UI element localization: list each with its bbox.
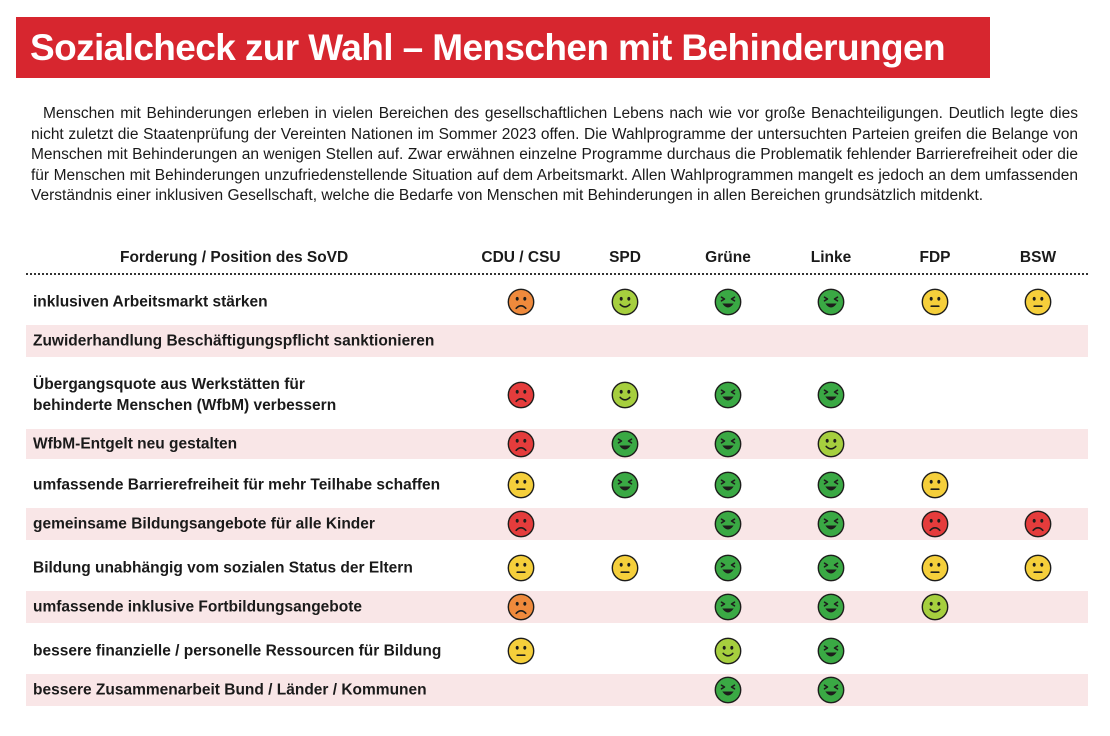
green-laugh-face-icon	[714, 471, 742, 499]
green-laugh-face-icon	[817, 288, 845, 316]
red-sad-face-icon	[507, 430, 535, 458]
green-laugh-face-icon	[817, 676, 845, 704]
green-laugh-face-icon	[611, 471, 639, 499]
orange-sad-face-icon	[507, 288, 535, 316]
yellow-neutral-face-icon	[507, 471, 535, 499]
demand-label-line: Zuwiderhandlung Beschäftigungspflicht sa…	[33, 332, 435, 350]
header-divider	[26, 273, 1088, 275]
title-bar: Sozialcheck zur Wahl – Menschen mit Behi…	[16, 17, 990, 78]
yellow-neutral-face-icon	[507, 554, 535, 582]
yellow-neutral-face-icon	[1024, 554, 1052, 582]
demand-label-line: Bildung unabhängig vom sozialen Status d…	[33, 559, 413, 577]
demand-label: WfbM-Entgelt neu gestalten	[33, 434, 237, 455]
page-title: Sozialcheck zur Wahl – Menschen mit Behi…	[30, 27, 946, 68]
table-row: umfassende Barrierefreiheit für mehr Tei…	[26, 466, 1088, 504]
intro-paragraph: Menschen mit Behinderungen erleben in vi…	[31, 105, 1078, 205]
table-row: Bildung unabhängig vom sozialen Status d…	[26, 549, 1088, 587]
demand-label-line: WfbM-Entgelt neu gestalten	[33, 435, 238, 453]
demand-label: bessere Zusammenarbeit Bund / Länder / K…	[33, 680, 427, 701]
red-sad-face-icon	[507, 381, 535, 409]
demand-label-line: behinderte Menschen (WfbM) verbessern	[33, 396, 337, 414]
lightgreen-smile-face-icon	[611, 381, 639, 409]
orange-sad-face-icon	[507, 593, 535, 621]
demand-label: gemeinsame Bildungsangebote für alle Kin…	[33, 514, 375, 535]
column-header-party: FDP	[919, 249, 951, 266]
green-laugh-face-icon	[714, 554, 742, 582]
yellow-neutral-face-icon	[921, 554, 949, 582]
column-header-party: CDU / CSU	[481, 249, 561, 266]
yellow-neutral-face-icon	[507, 637, 535, 665]
column-header-demand: Forderung / Position des SoVD	[120, 249, 349, 266]
demand-label-line: gemeinsame Bildungsangebote für alle Kin…	[33, 515, 375, 533]
green-laugh-face-icon	[714, 510, 742, 538]
table-row: Übergangsquote aus Werkstätten für behind…	[26, 366, 1088, 423]
demand-label: inklusiven Arbeitsmarkt stärken	[33, 292, 268, 313]
green-laugh-face-icon	[714, 381, 742, 409]
green-laugh-face-icon	[817, 637, 845, 665]
green-laugh-face-icon	[714, 430, 742, 458]
table-row: bessere Zusammenarbeit Bund / Länder / K…	[26, 674, 1088, 706]
yellow-neutral-face-icon	[921, 288, 949, 316]
green-laugh-face-icon	[817, 381, 845, 409]
green-laugh-face-icon	[611, 430, 639, 458]
demand-label: Übergangsquote aus Werkstätten für behind…	[33, 374, 336, 416]
lightgreen-smile-face-icon	[817, 430, 845, 458]
table-row: umfassende inklusive Fortbildungsangebot…	[26, 591, 1088, 623]
yellow-neutral-face-icon	[1024, 288, 1052, 316]
demand-label: Bildung unabhängig vom sozialen Status d…	[33, 558, 413, 579]
table-row: bessere finanzielle / personelle Ressour…	[26, 632, 1088, 670]
green-laugh-face-icon	[714, 593, 742, 621]
demand-label-line: bessere Zusammenarbeit Bund / Länder / K…	[33, 681, 427, 699]
demand-label: bessere finanzielle / personelle Ressour…	[33, 641, 441, 662]
lightgreen-smile-face-icon	[714, 637, 742, 665]
column-header-party: BSW	[1019, 249, 1057, 266]
column-header-party: Grüne	[705, 249, 751, 266]
green-laugh-face-icon	[817, 554, 845, 582]
table-row: gemeinsame Bildungsangebote für alle Kin…	[26, 508, 1088, 540]
demand-label-line: umfassende Barrierefreiheit für mehr Tei…	[33, 476, 441, 494]
column-header-party: Linke	[810, 249, 852, 266]
demand-label-line: Übergangsquote aus Werkstätten für	[33, 375, 305, 393]
demand-label-line: inklusiven Arbeitsmarkt stärken	[33, 293, 268, 311]
yellow-neutral-face-icon	[921, 471, 949, 499]
green-laugh-face-icon	[817, 593, 845, 621]
demand-label: umfassende Barrierefreiheit für mehr Tei…	[33, 475, 440, 496]
table-row: Zuwiderhandlung Beschäftigungspflicht sa…	[26, 325, 1088, 357]
yellow-neutral-face-icon	[611, 554, 639, 582]
column-header-party: SPD	[609, 249, 641, 266]
green-laugh-face-icon	[817, 510, 845, 538]
demand-label-line: bessere finanzielle / personelle Ressour…	[33, 642, 442, 660]
demand-label-line: umfassende inklusive Fortbildungsangebot…	[33, 598, 362, 616]
lightgreen-smile-face-icon	[611, 288, 639, 316]
demand-label: Zuwiderhandlung Beschäftigungspflicht sa…	[33, 331, 434, 352]
red-sad-face-icon	[1024, 510, 1052, 538]
lightgreen-smile-face-icon	[921, 593, 949, 621]
red-sad-face-icon	[921, 510, 949, 538]
green-laugh-face-icon	[714, 288, 742, 316]
green-laugh-face-icon	[714, 676, 742, 704]
demand-label: umfassende inklusive Fortbildungsangebot…	[33, 597, 362, 618]
red-sad-face-icon	[507, 510, 535, 538]
table-row: inklusiven Arbeitsmarkt stärken	[26, 283, 1088, 321]
table-row: WfbM-Entgelt neu gestalten	[26, 429, 1088, 459]
green-laugh-face-icon	[817, 471, 845, 499]
